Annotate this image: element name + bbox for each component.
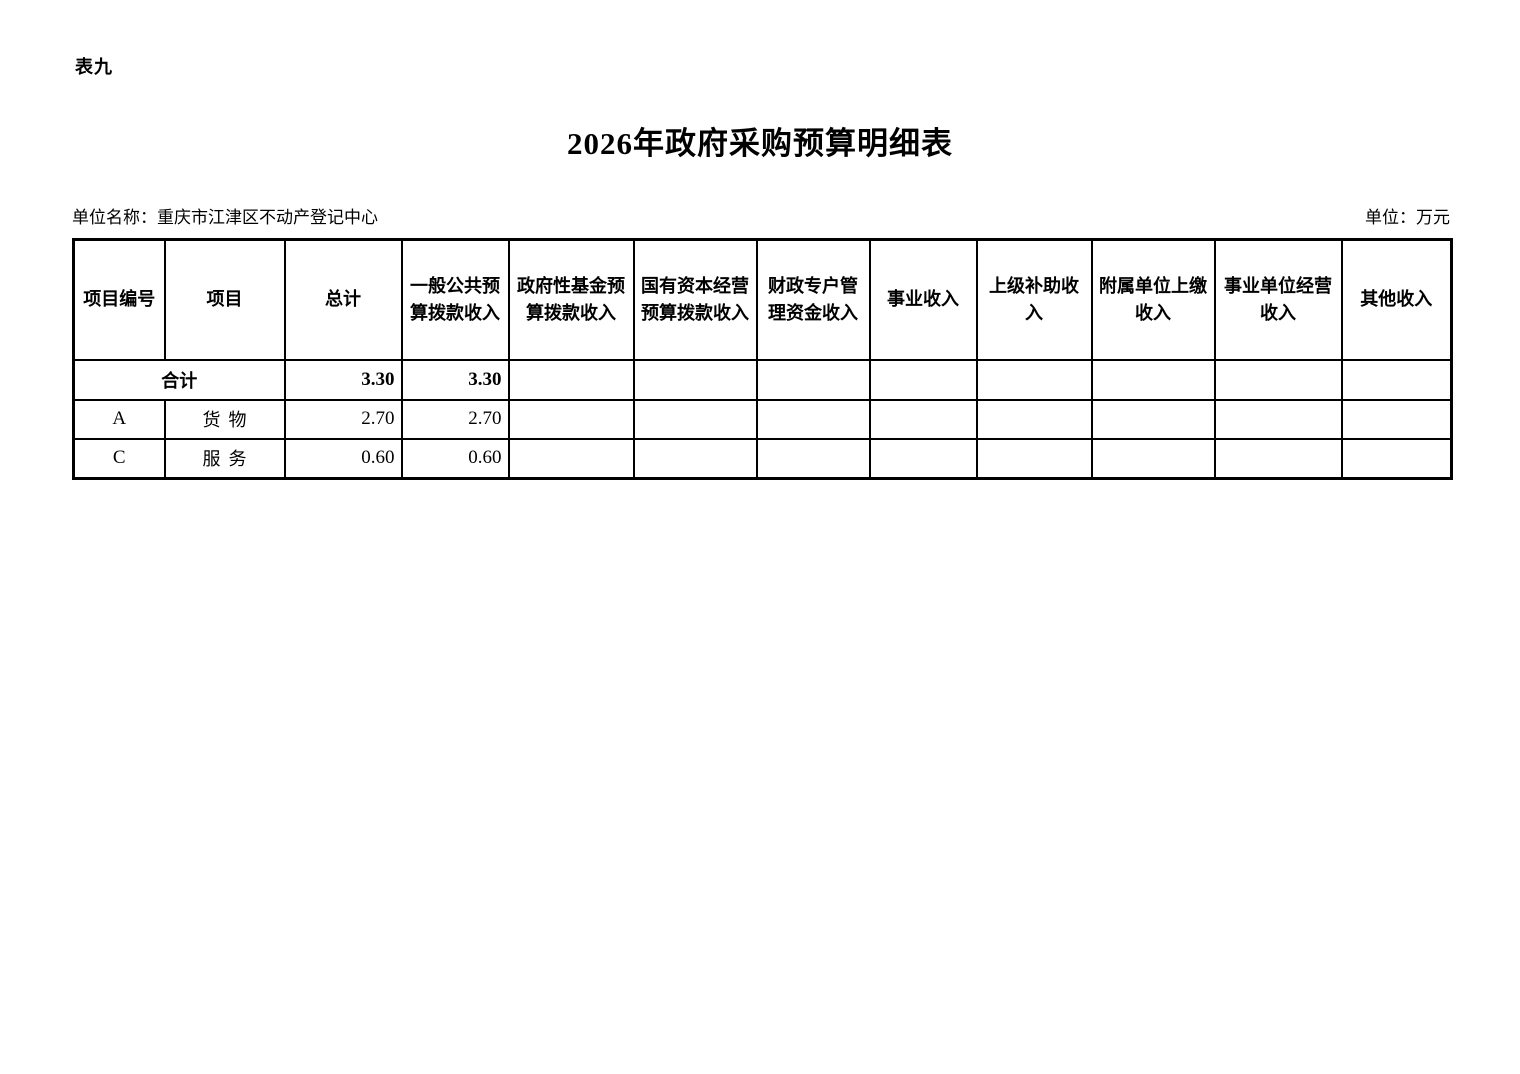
empty-cell <box>507 437 635 480</box>
col-header-institution-operating-income: 事业单位经营 收入 <box>1213 238 1343 361</box>
project-item-cell: 服务 <box>163 437 286 480</box>
sheet-number-label: 表九 <box>75 57 113 77</box>
project-item-cell: 货物 <box>163 398 286 440</box>
empty-cell <box>1090 358 1216 401</box>
total-row-total-value: 3.30 <box>283 358 403 401</box>
total-row-general-public-budget-value: 3.30 <box>400 358 510 401</box>
col-header-project-code: 项目编号 <box>72 238 166 361</box>
general-public-budget-value-cell: 0.60 <box>400 437 510 480</box>
empty-cell <box>975 437 1093 480</box>
col-header-fiscal-account-funds: 财政专户管 理资金收入 <box>755 238 871 361</box>
empty-cell <box>868 398 978 440</box>
empty-cell <box>1340 398 1453 440</box>
unit-name-label: 单位名称：重庆市江津区不动产登记中心 <box>72 208 378 227</box>
empty-cell <box>755 437 871 480</box>
empty-cell <box>975 398 1093 440</box>
empty-cell <box>975 358 1093 401</box>
empty-cell <box>1090 437 1216 480</box>
col-header-general-public-budget: 一般公共预 算拨款收入 <box>400 238 510 361</box>
empty-cell <box>868 437 978 480</box>
col-header-state-capital-budget: 国有资本经营 预算拨款收入 <box>632 238 758 361</box>
empty-cell <box>1213 398 1343 440</box>
empty-cell <box>1213 358 1343 401</box>
col-header-govt-fund-budget: 政府性基金预 算拨款收入 <box>507 238 635 361</box>
procurement-budget-table: 项目编号 项目 总计 一般公共预 算拨款收入 政府性基金预 算拨款收入 国有资本… <box>72 238 1453 480</box>
project-code-cell: C <box>72 437 166 480</box>
col-header-superior-subsidy-income: 上级补助收 入 <box>975 238 1093 361</box>
col-header-affiliate-remittance-income: 附属单位上缴 收入 <box>1090 238 1216 361</box>
empty-cell <box>755 398 871 440</box>
empty-cell <box>507 398 635 440</box>
empty-cell <box>632 398 758 440</box>
header-row: 项目编号 项目 总计 一般公共预 算拨款收入 政府性基金预 算拨款收入 国有资本… <box>72 238 1453 361</box>
total-value-cell: 0.60 <box>283 437 403 480</box>
empty-cell <box>507 358 635 401</box>
col-header-total: 总计 <box>283 238 403 361</box>
total-value-cell: 2.70 <box>283 398 403 440</box>
table-meta-row: 单位名称：重庆市江津区不动产登记中心 单位：万元 <box>72 203 1450 228</box>
empty-cell <box>868 358 978 401</box>
general-public-budget-value-cell: 2.70 <box>400 398 510 440</box>
empty-cell <box>1090 398 1216 440</box>
total-row: 合计 3.30 3.30 <box>72 358 1453 401</box>
empty-cell <box>1340 437 1453 480</box>
page-title: 2026年政府采购预算明细表 <box>567 126 953 161</box>
total-row-label: 合计 <box>72 358 286 401</box>
empty-cell <box>632 437 758 480</box>
project-code-cell: A <box>72 398 166 440</box>
empty-cell <box>632 358 758 401</box>
empty-cell <box>755 358 871 401</box>
empty-cell <box>1340 358 1453 401</box>
table-row-goods: A 货物 2.70 2.70 <box>72 398 1453 440</box>
empty-cell <box>1213 437 1343 480</box>
col-header-project: 项目 <box>163 238 286 361</box>
table-row-services: C 服务 0.60 0.60 <box>72 437 1453 480</box>
col-header-institution-income: 事业收入 <box>868 238 978 361</box>
col-header-other-income: 其他收入 <box>1340 238 1453 361</box>
currency-unit-label: 单位：万元 <box>1365 208 1450 227</box>
